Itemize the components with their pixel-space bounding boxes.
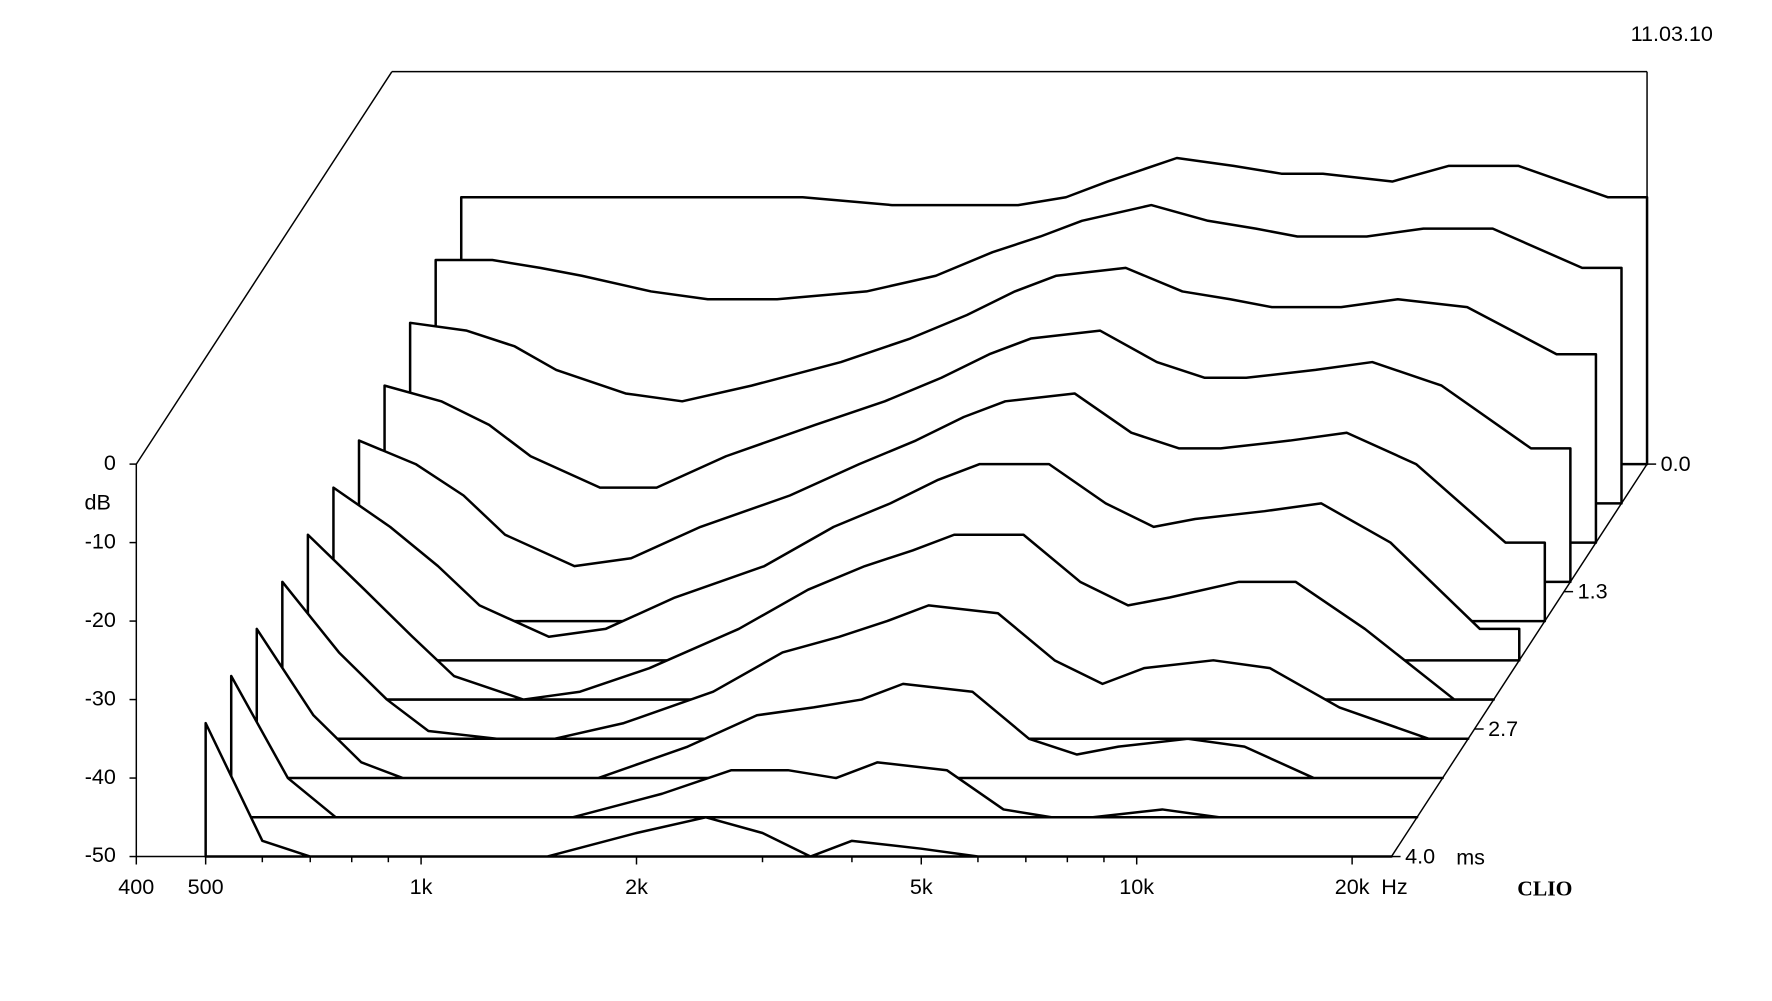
x-tick-label: 400 — [118, 874, 154, 899]
decay-slice — [204, 721, 1393, 858]
z-tick-label: 4.0 — [1405, 843, 1435, 868]
x-tick-label: 2k — [625, 874, 648, 899]
y-tick-label: -30 — [85, 685, 116, 710]
x-tick-label: 500 — [188, 874, 224, 899]
decay-slice — [229, 674, 1419, 819]
y-unit: dB — [84, 490, 110, 515]
date: 11.03.10 — [1631, 21, 1713, 46]
z-tick-label: 1.3 — [1578, 578, 1608, 603]
x-tick-label: 5k — [910, 874, 933, 899]
y-tick-label: -10 — [85, 528, 116, 553]
x-tick-label: 1k — [410, 874, 433, 899]
brand: CLIO — [1517, 877, 1572, 901]
z-unit: ms — [1456, 845, 1485, 870]
y-tick-label: 0 — [104, 450, 116, 475]
y-tick-label: -50 — [85, 842, 116, 867]
frame-line — [135, 71, 393, 465]
z-tick-label: 0.0 — [1661, 451, 1691, 476]
x-unit: Hz — [1381, 874, 1407, 899]
z-tick-label: 2.7 — [1488, 716, 1518, 741]
x-tick-label: 20k — [1335, 874, 1370, 899]
decay-slice — [255, 627, 1444, 780]
y-tick-label: -40 — [85, 764, 116, 789]
decay-slice — [281, 580, 1470, 741]
y-tick-label: -20 — [85, 607, 116, 632]
x-tick-label: 10k — [1119, 874, 1154, 899]
